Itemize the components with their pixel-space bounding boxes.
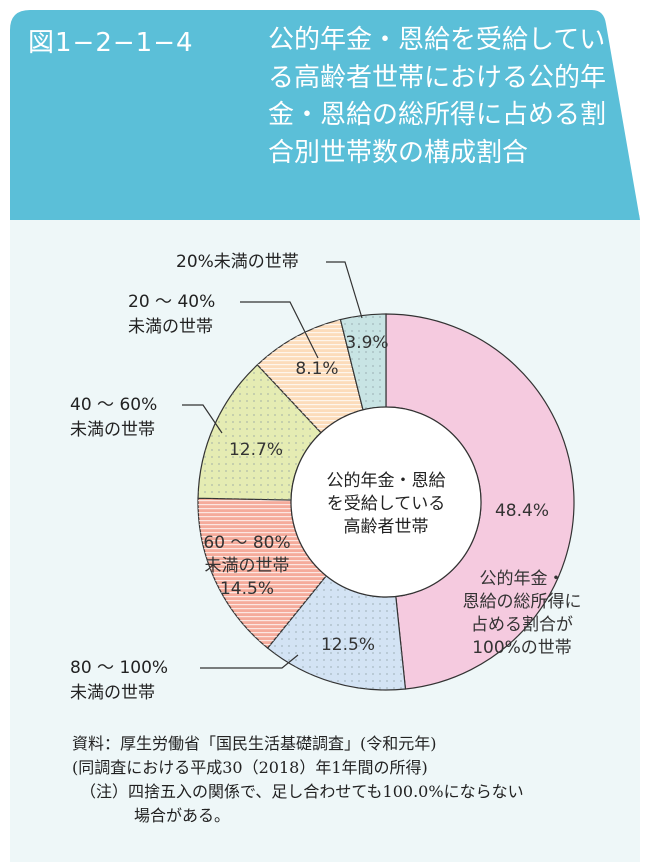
slice-label-80-100: 80 ～ 100% 未満の世帯: [70, 658, 169, 703]
value-label-100: 48.4%: [494, 501, 549, 521]
notes: 資料：厚生労働省「国民生活基礎調査」(令和元年) (同調査における平成30（20…: [72, 732, 524, 828]
chart-title: 公的年金・恩給を受給している高齢者世帯における公的年金・恩給の総所得に占める割合…: [268, 25, 607, 168]
slice-label-40-60: 40 ～ 60% 未満の世帯: [70, 395, 158, 440]
source-note: 資料：厚生労働省「国民生活基礎調査」(令和元年): [72, 734, 437, 753]
source-note-detail: (同調査における平成30（2018）年1年間の所得): [72, 758, 428, 777]
slice-label-20-40: 20 ～ 40% 未満の世帯: [128, 292, 216, 337]
leader-line-40-60: [182, 404, 223, 434]
donut-hole: [290, 406, 482, 598]
value-label-80-100: 12.5%: [320, 635, 375, 655]
leader-line-20-40: [240, 301, 319, 359]
center-label: 公的年金・恩給 を受給している 高齢者世帯: [326, 471, 446, 537]
leader-line-20: [326, 261, 363, 319]
rounding-note-cont: 場合がある。: [134, 806, 231, 825]
rounding-note: （注）四捨五入の関係で、足し合わせても100.0%にならない: [80, 782, 524, 801]
value-label-under-20: 3.9%: [345, 333, 389, 353]
leader-lines: [182, 261, 363, 669]
value-label-60-80: 60 ～ 80% 未満の世帯 14.5%: [203, 533, 291, 599]
value-label-40-60: 12.7%: [228, 440, 283, 460]
slice-pattern-1: [267, 575, 406, 690]
slice-label-100: 公的年金・ 恩給の総所得に 占める割合が 100%の世帯: [462, 569, 582, 658]
donut-chart: [197, 313, 575, 691]
slice-label-under-20: 20%未満の世帯: [176, 252, 299, 272]
slice-pattern-2: [198, 498, 327, 649]
slice-pattern-4: [257, 319, 363, 433]
figure-number: 図1−2−1−4: [28, 28, 194, 58]
slice-pattern-3: [198, 364, 322, 501]
leader-line-80-100: [200, 654, 299, 669]
value-label-20-40: 8.1%: [295, 359, 339, 379]
slice-pattern-5: [340, 314, 386, 410]
header-banner: [10, 10, 640, 220]
